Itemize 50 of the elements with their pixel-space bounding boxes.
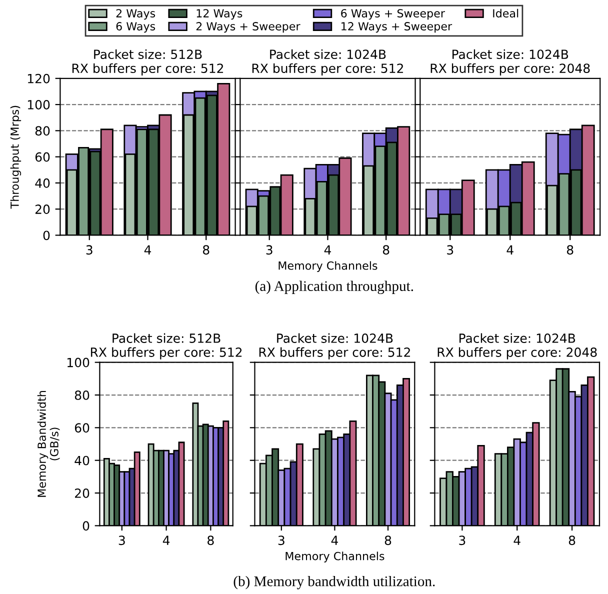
y-tick-label: 120	[28, 74, 50, 84]
x-tick-label: 3	[266, 245, 272, 255]
x-tick-label: 3	[86, 245, 92, 255]
text: (b) Memory bandwidth utilization.	[234, 576, 435, 590]
x-tick-label: 8	[568, 536, 576, 546]
y-tick-label: 60	[74, 423, 90, 433]
chart-title: Packet size: 1024B RX buffers per core: 2048	[430, 49, 590, 76]
x-tick-label: 8	[384, 536, 392, 546]
chart-title: Packet size: 512B RX buffers per core: 512	[90, 333, 242, 360]
x-tick-label: 4	[506, 245, 514, 254]
x-tick-label: 3	[278, 536, 284, 546]
y-tick-label: 20	[35, 204, 50, 214]
x-axis-title: Memory Channels	[278, 261, 378, 272]
legend-label: 2 Ways	[116, 9, 156, 20]
y-tick-label: 20	[75, 488, 90, 498]
y-tick-label: 80	[35, 126, 50, 136]
x-tick-label: 3	[118, 536, 125, 546]
legend-label: 2 Ways + Sweeper	[196, 22, 300, 33]
x-tick-label: 8	[382, 245, 390, 255]
text: (a) Application throughput.	[255, 280, 414, 294]
x-tick-label: 8	[202, 245, 210, 255]
legend-label: 6 Ways + Sweeper	[341, 9, 445, 20]
x-tick-label: 8	[566, 245, 574, 255]
y-tick-label: 40	[35, 178, 50, 188]
legend-label: Ideal	[493, 8, 518, 18]
y-tick-label: 100	[68, 358, 90, 368]
chart-title: Packet size: 1024B RX buffers per core: 2048	[438, 333, 597, 360]
x-tick-label: 8	[208, 536, 214, 546]
legend-label: 12 Ways	[196, 9, 242, 20]
y-tick-label: 100	[28, 100, 50, 110]
chart-title: Packet size: 1024B RX buffers per core: 512	[259, 333, 410, 360]
y-tick-label: 60	[35, 152, 50, 162]
x-axis-title: Memory Channels	[286, 552, 384, 562]
legend-label: 12 Ways + Sweeper	[342, 22, 452, 33]
x-tick-label: 3	[459, 536, 466, 546]
y-axis-title: Memory Bandwidth (GB/s)	[37, 391, 60, 497]
y-tick-label: 0	[43, 230, 50, 240]
x-tick-label: 4	[162, 536, 170, 545]
x-tick-label: 4	[514, 536, 520, 545]
chart-title: Packet size: 512B RX buffers per core: 512	[72, 49, 224, 76]
y-axis-title: Throughput (Mrps)	[10, 106, 22, 209]
x-tick-label: 3	[447, 245, 454, 255]
chart-title: Packet size: 1024B RX buffers per core: 512	[252, 49, 403, 76]
x-tick-label: 4	[331, 536, 338, 545]
y-tick-label: 80	[74, 390, 90, 400]
x-tick-label: 4	[324, 245, 331, 254]
y-tick-label: 40	[74, 456, 90, 466]
x-tick-label: 4	[144, 245, 152, 254]
y-tick-label: 0	[82, 521, 90, 531]
legend-label: 6 Ways	[116, 22, 156, 33]
